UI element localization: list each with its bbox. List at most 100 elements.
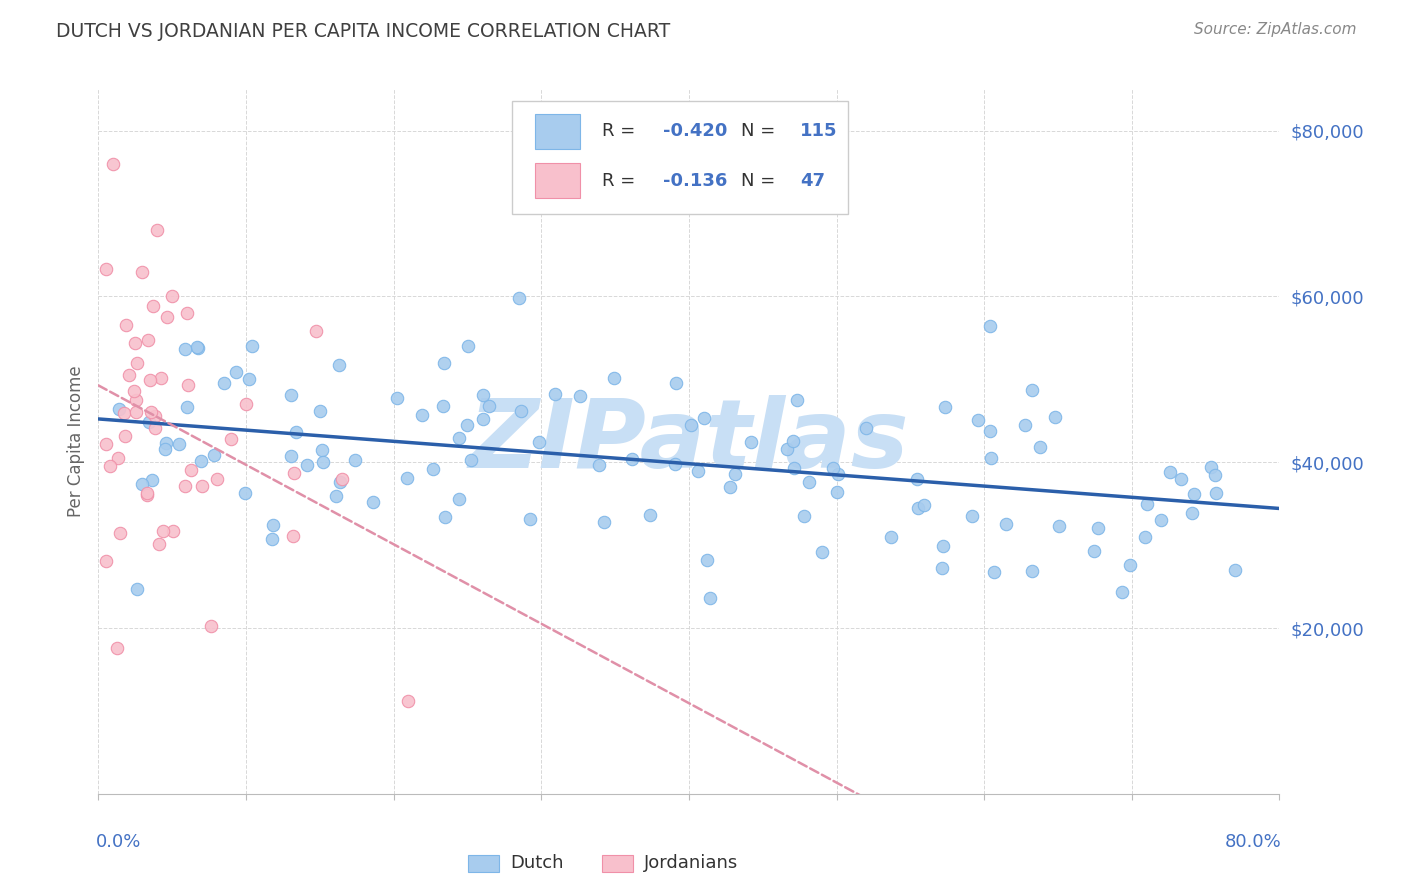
Point: [238, 372, 260, 386]
Point: [979, 424, 1001, 438]
Point: [139, 404, 162, 418]
Point: [143, 420, 166, 434]
Point: [1021, 564, 1043, 578]
Point: [1204, 467, 1226, 482]
Point: [138, 373, 160, 387]
Point: [1014, 417, 1036, 432]
Point: [167, 436, 190, 450]
Point: [329, 475, 352, 490]
Point: [1119, 558, 1142, 572]
Point: [156, 310, 179, 325]
Point: [696, 552, 718, 566]
Point: [1133, 530, 1156, 544]
Point: [1182, 486, 1205, 500]
Point: [207, 472, 229, 486]
FancyBboxPatch shape: [536, 163, 581, 198]
Point: [125, 392, 148, 407]
Point: [664, 457, 686, 471]
Point: [311, 442, 333, 457]
Text: 80.0%: 80.0%: [1225, 832, 1282, 851]
Text: N =: N =: [741, 172, 780, 190]
Point: [240, 339, 263, 353]
Point: [190, 454, 212, 468]
Text: 0.0%: 0.0%: [96, 832, 142, 851]
Point: [125, 405, 148, 419]
Point: [94, 436, 117, 450]
Point: [544, 387, 567, 401]
Point: [328, 359, 350, 373]
Point: [912, 498, 935, 512]
Point: [1150, 513, 1173, 527]
Point: [718, 480, 741, 494]
Point: [125, 582, 148, 596]
Point: [325, 489, 347, 503]
FancyBboxPatch shape: [512, 101, 848, 214]
Point: [124, 335, 146, 350]
Text: Jordanians: Jordanians: [644, 855, 738, 872]
Point: [980, 450, 1002, 465]
Point: [810, 545, 832, 559]
Point: [114, 429, 136, 443]
Point: [309, 404, 332, 418]
Point: [283, 466, 305, 480]
Point: [148, 537, 170, 551]
Point: [295, 458, 318, 472]
Point: [115, 318, 138, 333]
Point: [141, 473, 163, 487]
Point: [478, 399, 501, 413]
Point: [1087, 521, 1109, 535]
Point: [434, 509, 457, 524]
Point: [471, 388, 494, 402]
Point: [219, 432, 242, 446]
Point: [855, 421, 877, 435]
Point: [385, 391, 408, 405]
Point: [1159, 465, 1181, 479]
Point: [460, 453, 482, 467]
Point: [233, 485, 256, 500]
Point: [681, 417, 703, 432]
FancyBboxPatch shape: [536, 114, 581, 149]
Point: [457, 339, 479, 353]
Text: R =: R =: [602, 122, 641, 140]
Point: [280, 388, 302, 402]
Point: [312, 455, 335, 469]
Point: [1199, 459, 1222, 474]
Text: R =: R =: [602, 172, 641, 190]
Point: [907, 501, 929, 516]
Point: [1170, 472, 1192, 486]
Point: [447, 431, 470, 445]
Point: [519, 512, 541, 526]
Point: [588, 458, 610, 472]
Point: [283, 529, 305, 543]
Point: [934, 400, 956, 414]
Text: N =: N =: [741, 122, 780, 140]
Point: [825, 484, 848, 499]
Point: [162, 524, 184, 538]
Point: [931, 560, 953, 574]
Point: [827, 467, 849, 481]
Point: [122, 384, 145, 398]
Point: [740, 435, 762, 450]
Point: [422, 462, 444, 476]
Point: [1111, 585, 1133, 599]
Point: [880, 531, 903, 545]
Point: [305, 324, 328, 338]
Point: [235, 397, 257, 411]
Point: [620, 452, 643, 467]
Point: [107, 450, 129, 465]
Point: [177, 378, 200, 392]
Point: [155, 435, 177, 450]
Point: [1181, 507, 1204, 521]
Point: [176, 400, 198, 414]
Point: [665, 376, 688, 390]
Point: [138, 416, 160, 430]
Point: [1205, 486, 1227, 500]
Point: [361, 494, 384, 508]
Text: -0.420: -0.420: [664, 122, 727, 140]
Point: [775, 442, 797, 456]
Point: [108, 526, 131, 541]
Point: [260, 533, 283, 547]
Point: [136, 333, 159, 347]
Point: [782, 434, 804, 448]
Point: [396, 470, 419, 484]
